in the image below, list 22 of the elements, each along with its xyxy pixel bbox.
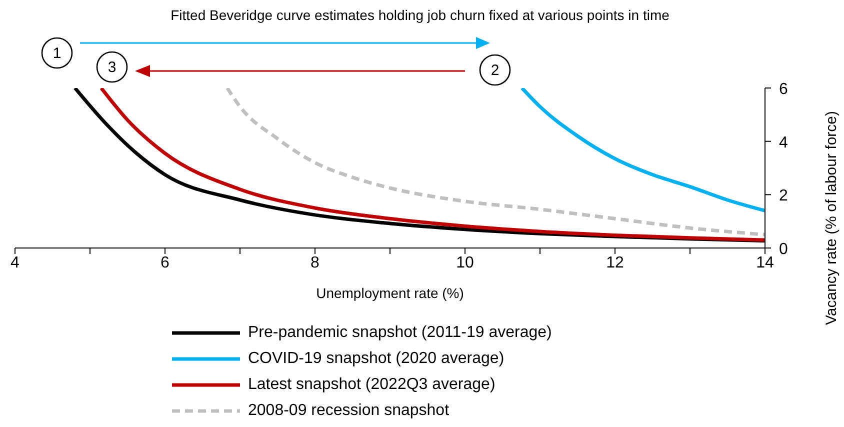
text: 3 bbox=[108, 59, 116, 76]
y-axis-title: Vacancy rate (% of labour force) bbox=[823, 111, 840, 325]
x-tick-label: 14 bbox=[756, 254, 774, 272]
x-axis-title: Unemployment rate (%) bbox=[316, 285, 464, 301]
text: 2 bbox=[490, 62, 500, 79]
y-tick-label: 2 bbox=[779, 188, 788, 205]
x-tick-label: 6 bbox=[160, 254, 170, 272]
chart-title: Fitted Beveridge curve estimates holding job churn fixed at various points in time bbox=[170, 7, 670, 23]
legend-label: COVID-19 snapshot (2020 average) bbox=[248, 350, 504, 368]
line-series bbox=[226, 88, 765, 236]
x-tick-label: 8 bbox=[310, 254, 320, 272]
x-tick-label: 4 bbox=[10, 254, 20, 272]
legend-label: Pre-pandemic snapshot (2011-19 average) bbox=[248, 324, 552, 342]
legend-label: Latest snapshot (2022Q3 average) bbox=[248, 376, 496, 394]
text: 1 bbox=[52, 45, 62, 62]
x-tick-label: 12 bbox=[606, 254, 624, 272]
legend-label: 2008-09 recession snapshot bbox=[248, 402, 450, 420]
y-tick-label: 4 bbox=[779, 134, 788, 152]
x-tick-label: 10 bbox=[456, 254, 474, 272]
y-tick-label: 0 bbox=[779, 241, 788, 258]
line-series bbox=[520, 88, 765, 212]
y-tick-label: 6 bbox=[779, 81, 788, 98]
